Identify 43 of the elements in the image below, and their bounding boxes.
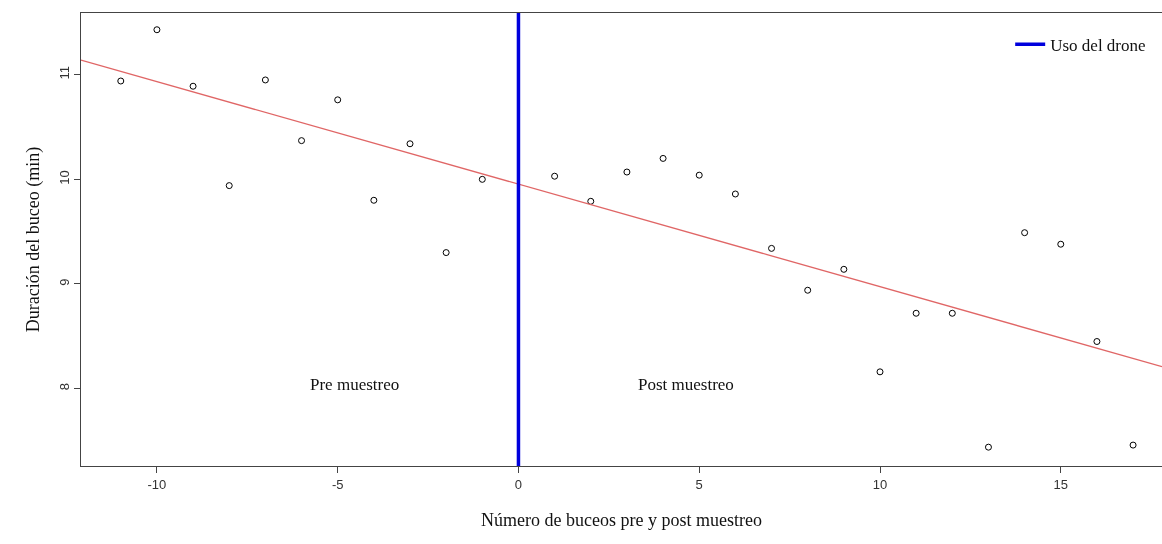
point xyxy=(876,368,884,376)
point xyxy=(659,154,667,162)
point xyxy=(189,82,197,90)
point xyxy=(768,244,776,252)
x-tick-label: -5 xyxy=(331,476,344,492)
annotation: Post muestreo xyxy=(638,375,734,394)
point xyxy=(261,76,269,84)
y-tick-label: 8 xyxy=(56,383,72,391)
legend-label: Uso del drone xyxy=(1050,35,1146,55)
point xyxy=(1057,240,1065,248)
point xyxy=(334,96,342,104)
point xyxy=(298,137,306,145)
point xyxy=(840,265,848,273)
point xyxy=(623,168,631,176)
point xyxy=(117,77,125,85)
point xyxy=(225,182,233,190)
x-tick-label: -10 xyxy=(147,476,167,492)
x-tick-label: 10 xyxy=(872,476,888,492)
x-tick-label: 5 xyxy=(695,476,703,492)
point xyxy=(948,309,956,317)
point xyxy=(406,140,414,148)
point xyxy=(1021,229,1029,237)
point xyxy=(370,196,378,204)
point xyxy=(984,443,992,451)
point xyxy=(1129,441,1137,449)
point xyxy=(478,175,486,183)
y-axis-title: Duración del buceo (min) xyxy=(23,146,44,333)
point xyxy=(1093,338,1101,345)
point xyxy=(695,171,703,179)
point xyxy=(804,286,812,294)
point xyxy=(153,26,161,34)
x-axis-title: Número de buceos pre y post muestreo xyxy=(481,509,762,530)
annotation: Pre muestreo xyxy=(310,375,400,394)
x-tick-label: 15 xyxy=(1053,476,1068,492)
x-tick-label: 0 xyxy=(514,476,523,492)
point xyxy=(731,190,739,198)
point xyxy=(912,309,920,317)
y-tick-label: 10 xyxy=(56,170,72,185)
point xyxy=(442,249,450,257)
y-tick-label: 11 xyxy=(56,66,72,80)
y-tick-label: 9 xyxy=(56,278,72,286)
point xyxy=(587,197,595,205)
point xyxy=(551,172,559,180)
